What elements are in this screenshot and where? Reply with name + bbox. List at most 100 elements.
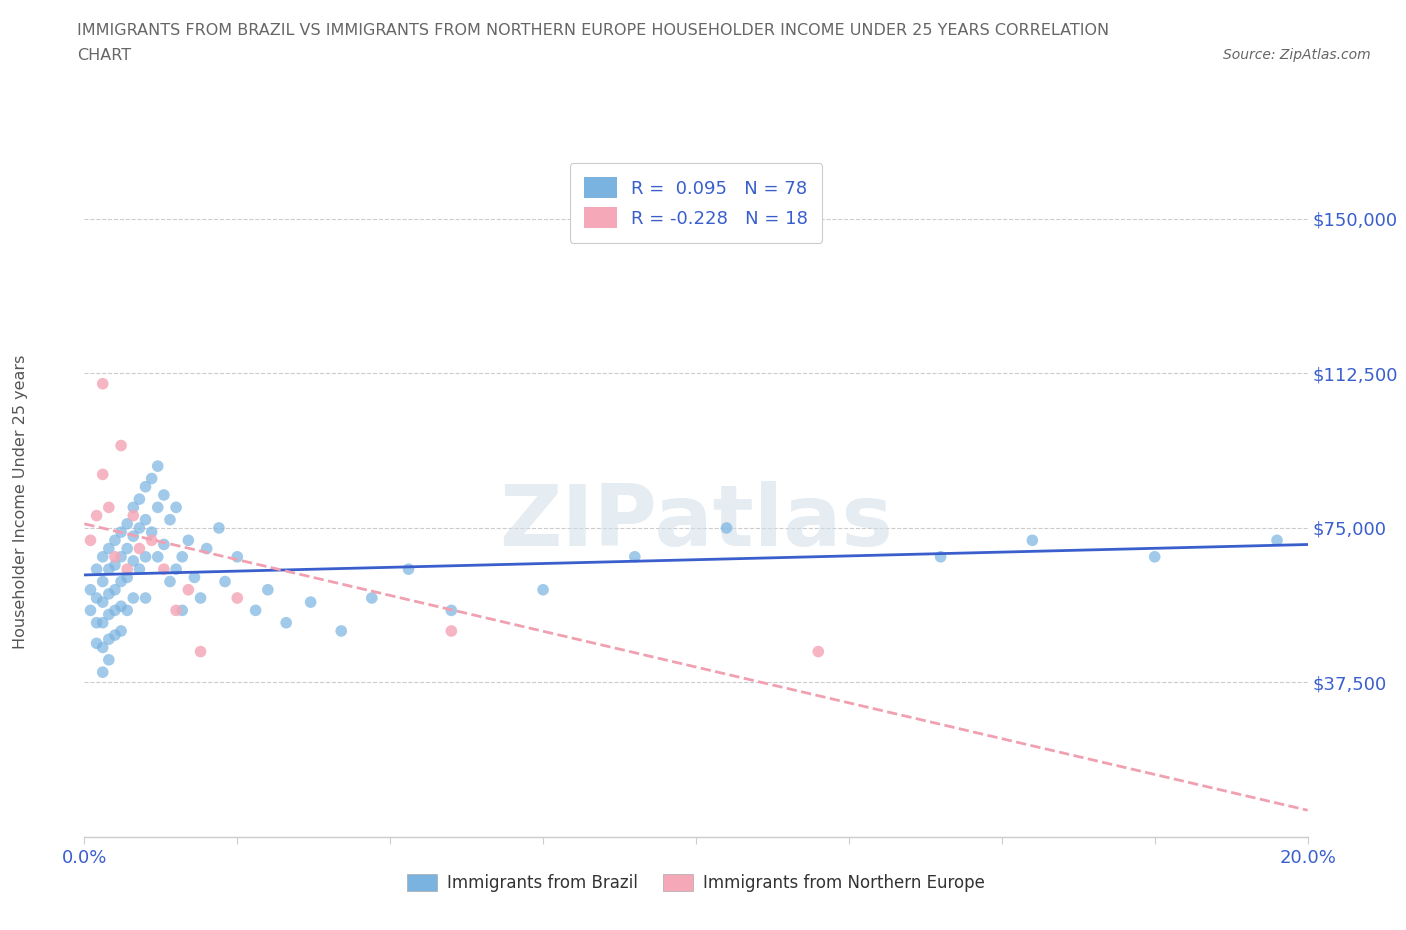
Point bbox=[115, 541, 138, 556]
Point bbox=[807, 644, 830, 659]
Point bbox=[172, 603, 194, 618]
Point bbox=[1021, 533, 1043, 548]
Point bbox=[624, 550, 647, 565]
Point bbox=[122, 508, 145, 523]
Point bbox=[257, 582, 280, 597]
Point bbox=[115, 516, 138, 531]
Point bbox=[91, 665, 114, 680]
Point bbox=[86, 636, 108, 651]
Point bbox=[159, 574, 181, 589]
Point bbox=[97, 607, 120, 622]
Point bbox=[716, 521, 738, 536]
Point bbox=[135, 479, 157, 494]
Point bbox=[195, 541, 218, 556]
Point bbox=[1143, 550, 1166, 565]
Point bbox=[115, 570, 138, 585]
Point bbox=[141, 472, 163, 486]
Point bbox=[299, 594, 322, 609]
Point bbox=[214, 574, 236, 589]
Point bbox=[110, 438, 132, 453]
Point bbox=[128, 492, 150, 507]
Point bbox=[86, 562, 108, 577]
Point bbox=[122, 529, 145, 544]
Point bbox=[110, 550, 132, 565]
Point bbox=[128, 541, 150, 556]
Text: ZIPatlas: ZIPatlas bbox=[499, 481, 893, 564]
Point bbox=[929, 550, 952, 565]
Point bbox=[128, 562, 150, 577]
Point bbox=[91, 574, 114, 589]
Point bbox=[190, 644, 212, 659]
Point bbox=[104, 558, 127, 573]
Point bbox=[330, 623, 353, 638]
Point bbox=[153, 537, 176, 551]
Point bbox=[104, 550, 127, 565]
Point bbox=[398, 562, 420, 577]
Point bbox=[128, 521, 150, 536]
Text: Householder Income Under 25 years: Householder Income Under 25 years bbox=[13, 355, 28, 649]
Point bbox=[91, 550, 114, 565]
Point bbox=[172, 550, 194, 565]
Point bbox=[146, 458, 169, 473]
Point bbox=[183, 570, 205, 585]
Point bbox=[360, 591, 382, 605]
Point bbox=[245, 603, 267, 618]
Point bbox=[141, 533, 163, 548]
Point bbox=[190, 591, 212, 605]
Point bbox=[110, 574, 132, 589]
Point bbox=[91, 616, 114, 631]
Point bbox=[97, 500, 120, 515]
Point bbox=[146, 500, 169, 515]
Point bbox=[226, 550, 249, 565]
Point bbox=[110, 623, 132, 638]
Point bbox=[104, 628, 127, 643]
Point bbox=[110, 525, 132, 539]
Point bbox=[91, 640, 114, 655]
Point bbox=[440, 623, 463, 638]
Point bbox=[104, 582, 127, 597]
Point bbox=[531, 582, 554, 597]
Legend: Immigrants from Brazil, Immigrants from Northern Europe: Immigrants from Brazil, Immigrants from … bbox=[401, 868, 991, 899]
Point bbox=[115, 603, 138, 618]
Point bbox=[208, 521, 231, 536]
Point bbox=[153, 562, 176, 577]
Point bbox=[276, 616, 298, 631]
Point bbox=[177, 582, 200, 597]
Point bbox=[110, 599, 132, 614]
Point bbox=[86, 508, 108, 523]
Text: IMMIGRANTS FROM BRAZIL VS IMMIGRANTS FROM NORTHERN EUROPE HOUSEHOLDER INCOME UND: IMMIGRANTS FROM BRAZIL VS IMMIGRANTS FRO… bbox=[77, 23, 1109, 38]
Point bbox=[79, 533, 101, 548]
Point bbox=[135, 591, 157, 605]
Point bbox=[1265, 533, 1288, 548]
Point bbox=[146, 550, 169, 565]
Point bbox=[159, 512, 181, 527]
Text: CHART: CHART bbox=[77, 48, 131, 63]
Point bbox=[115, 562, 138, 577]
Point bbox=[104, 533, 127, 548]
Point bbox=[97, 541, 120, 556]
Point bbox=[79, 582, 101, 597]
Point bbox=[165, 562, 187, 577]
Point bbox=[135, 550, 157, 565]
Point bbox=[79, 603, 101, 618]
Point bbox=[97, 587, 120, 602]
Point bbox=[141, 525, 163, 539]
Point bbox=[135, 512, 157, 527]
Point bbox=[91, 377, 114, 392]
Point bbox=[122, 591, 145, 605]
Point bbox=[86, 616, 108, 631]
Text: Source: ZipAtlas.com: Source: ZipAtlas.com bbox=[1223, 48, 1371, 62]
Point bbox=[153, 487, 176, 502]
Point bbox=[104, 603, 127, 618]
Point bbox=[122, 500, 145, 515]
Point bbox=[165, 500, 187, 515]
Point bbox=[86, 591, 108, 605]
Point bbox=[97, 562, 120, 577]
Point bbox=[97, 631, 120, 646]
Point bbox=[122, 553, 145, 568]
Point bbox=[91, 594, 114, 609]
Point bbox=[226, 591, 249, 605]
Point bbox=[165, 603, 187, 618]
Point bbox=[177, 533, 200, 548]
Point bbox=[91, 467, 114, 482]
